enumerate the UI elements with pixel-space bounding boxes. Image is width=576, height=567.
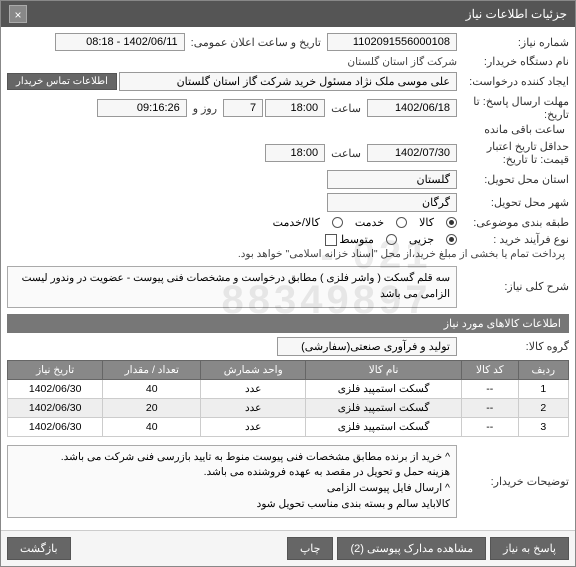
- deadline-label: مهلت ارسال پاسخ: تا تاریخ:: [459, 95, 569, 121]
- title-label: شرح کلی نیاز:: [459, 280, 569, 293]
- table-cell: 1402/06/30: [8, 379, 103, 398]
- group-label: گروه کالا:: [459, 340, 569, 353]
- announce-dt-value: 1402/06/11 - 08:18: [55, 33, 185, 51]
- group-value: تولید و فرآوری صنعتی(سفارشی): [277, 337, 457, 356]
- table-cell: گسکت استمپید فلزی: [306, 379, 462, 398]
- table-row: 3--گسکت استمپید فلزیعدد401402/06/30: [8, 417, 569, 436]
- buyer-device-label: نام دستگاه خریدار:: [459, 55, 569, 68]
- table-cell: 40: [103, 379, 201, 398]
- subject-cat-label: طبقه بندی موضوعی:: [459, 216, 569, 229]
- city-label: شهر محل تحویل:: [459, 196, 569, 209]
- time-label-2: ساعت: [327, 147, 365, 160]
- creator-label: ایجاد کننده درخواست:: [459, 75, 569, 88]
- table-cell: عدد: [201, 417, 306, 436]
- buyer-note-line: کالاباید سالم و بسته بندی مناسب تحویل شو…: [14, 497, 450, 513]
- valid-label: حداقل تاریخ اعتبار قیمت: تا تاریخ:: [459, 140, 569, 166]
- countdown: 09:16:26: [97, 99, 187, 117]
- need-no-label: شماره نیاز:: [459, 36, 569, 49]
- valid-date: 1402/07/30: [367, 144, 457, 162]
- print-button[interactable]: چاپ: [287, 537, 334, 560]
- table-header-cell: ردیف: [518, 360, 568, 379]
- table-cell: 2: [518, 398, 568, 417]
- radio-mid-label: متوسط: [339, 233, 374, 246]
- table-cell: گسکت استمپید فلزی: [306, 398, 462, 417]
- radio-both-label: کالا/خدمت: [273, 216, 320, 229]
- title-text: جزئیات اطلاعات نیاز: [466, 7, 567, 21]
- reply-button[interactable]: پاسخ به نیاز: [490, 537, 569, 560]
- buyer-notes-box: ^ خرید از برنده مطابق مشخصات فنی پیوست م…: [7, 445, 457, 518]
- radio-service-label: خدمت: [355, 216, 384, 229]
- table-cell: 1402/06/30: [8, 398, 103, 417]
- province-label: استان محل تحویل:: [459, 173, 569, 186]
- table-cell: عدد: [201, 379, 306, 398]
- table-cell: 1402/06/30: [8, 417, 103, 436]
- buyer-note-line: ^ ارسال فایل پیوست الزامی: [14, 481, 450, 497]
- table-row: 2--گسکت استمپید فلزیعدد201402/06/30: [8, 398, 569, 417]
- close-icon[interactable]: ×: [9, 5, 27, 23]
- process-label: نوع فرآیند خرید :: [459, 233, 569, 246]
- radio-goods-label: کالا: [419, 216, 434, 229]
- city-value: گرگان: [327, 193, 457, 212]
- radio-low[interactable]: [446, 234, 457, 245]
- buyer-notes-label: توضیحات خریدار:: [459, 475, 569, 488]
- table-cell: گسکت استمپید فلزی: [306, 417, 462, 436]
- back-button[interactable]: بازگشت: [7, 537, 71, 560]
- radio-mid[interactable]: [386, 234, 397, 245]
- footer-bar: پاسخ به نیاز مشاهده مدارک پیوستی (2) چاپ…: [1, 530, 575, 566]
- remain-label: ساعت باقی مانده: [480, 123, 569, 136]
- radio-goods[interactable]: [446, 217, 457, 228]
- contact-buyer-button[interactable]: اطلاعات تماس خریدار: [7, 73, 117, 90]
- buyer-note-line: هزینه حمل و تحویل در مقصد به عهده فروشند…: [14, 465, 450, 481]
- time-label-1: ساعت: [327, 102, 365, 115]
- process-radio-group: جزیی متوسط: [339, 233, 457, 246]
- category-radio-group: کالا خدمت کالا/خدمت: [273, 216, 457, 229]
- table-header-cell: تعداد / مقدار: [103, 360, 201, 379]
- title-text-box: سه قلم گسکت ( واشر فلزی ) مطابق درخواست …: [7, 266, 457, 308]
- items-table: ردیفکد کالانام کالاواحد شمارشتعداد / مقد…: [7, 360, 569, 437]
- need-no-value: 1102091556000108: [327, 33, 457, 51]
- payment-checkbox[interactable]: [325, 234, 337, 246]
- deadline-date: 1402/06/18: [367, 99, 457, 117]
- table-cell: 40: [103, 417, 201, 436]
- radio-low-label: جزیی: [409, 233, 434, 246]
- table-cell: عدد: [201, 398, 306, 417]
- items-section-header: اطلاعات کالاهای مورد نیاز: [7, 314, 569, 333]
- table-header-cell: کد کالا: [461, 360, 518, 379]
- payment-note: پرداخت تمام یا بخشی از مبلغ خرید،از محل …: [238, 248, 565, 260]
- content-area: 021 - 88349897 شماره نیاز: 1102091556000…: [1, 27, 575, 530]
- buyer-device-value: شرکت گاز استان گلستان: [347, 56, 457, 68]
- days-label: روز و: [189, 102, 221, 115]
- details-modal: جزئیات اطلاعات نیاز × 021 - 88349897 شما…: [0, 0, 576, 567]
- creator-value: علی موسی ملک نژاد مسئول خرید شرکت گاز اس…: [119, 72, 457, 91]
- radio-service[interactable]: [396, 217, 407, 228]
- attachments-button[interactable]: مشاهده مدارک پیوستی (2): [337, 537, 486, 560]
- deadline-time: 18:00: [265, 99, 325, 117]
- table-header-cell: نام کالا: [306, 360, 462, 379]
- table-cell: 20: [103, 398, 201, 417]
- table-cell: 1: [518, 379, 568, 398]
- buyer-note-line: ^ خرید از برنده مطابق مشخصات فنی پیوست م…: [14, 450, 450, 466]
- table-header-cell: تاریخ نیاز: [8, 360, 103, 379]
- titlebar: جزئیات اطلاعات نیاز ×: [1, 1, 575, 27]
- table-header-cell: واحد شمارش: [201, 360, 306, 379]
- valid-time: 18:00: [265, 144, 325, 162]
- announce-dt-label: تاریخ و ساعت اعلان عمومی:: [187, 36, 325, 49]
- radio-both[interactable]: [332, 217, 343, 228]
- province-value: گلستان: [327, 170, 457, 189]
- table-row: 1--گسکت استمپید فلزیعدد401402/06/30: [8, 379, 569, 398]
- table-cell: --: [461, 417, 518, 436]
- table-cell: --: [461, 398, 518, 417]
- table-cell: 3: [518, 417, 568, 436]
- days-value: 7: [223, 99, 263, 117]
- table-cell: --: [461, 379, 518, 398]
